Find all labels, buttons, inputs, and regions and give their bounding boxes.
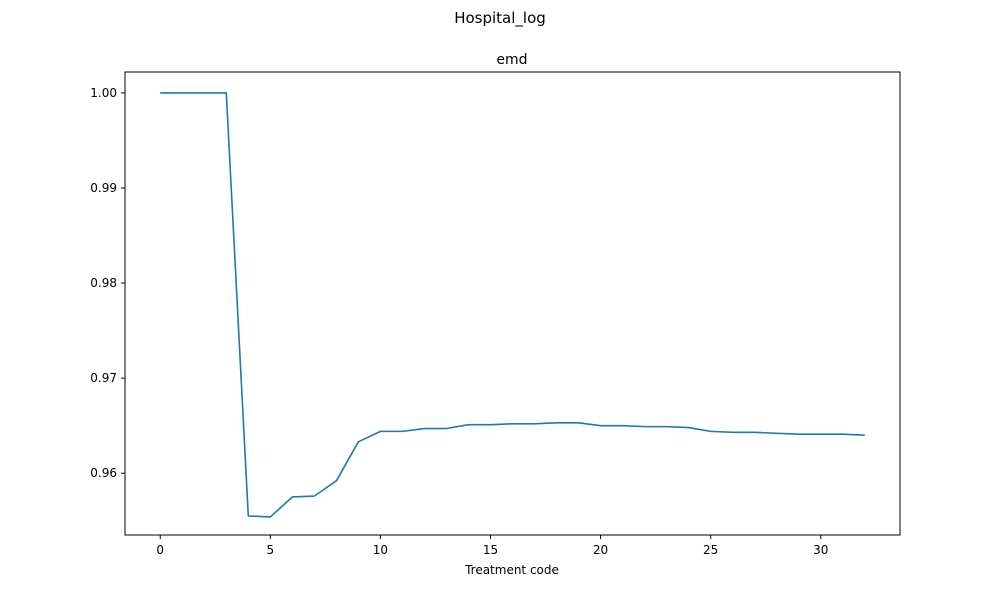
x-tick-label: 30 (813, 543, 828, 557)
x-tick-label: 20 (593, 543, 608, 557)
series-layer (160, 92, 865, 518)
x-tick-label: 0 (156, 543, 164, 557)
y-tick-label: 0.98 (90, 276, 117, 290)
series-line-0 (160, 92, 865, 518)
y-tick-label: 0.97 (90, 371, 117, 385)
x-axis-label: Treatment code (464, 563, 559, 577)
x-tick-label: 15 (483, 543, 498, 557)
x-tick-label: 5 (266, 543, 274, 557)
y-tick-label: 0.99 (90, 181, 117, 195)
y-tick-label: 1.00 (90, 86, 117, 100)
x-tick-label: 10 (373, 543, 388, 557)
y-axis-ticks: 0.96 0.97 0.98 0.99 1.00 (90, 86, 125, 480)
y-tick-label: 0.96 (90, 466, 117, 480)
x-tick-label: 25 (703, 543, 718, 557)
chart-title: emd (496, 52, 527, 68)
plot-area-frame (124, 71, 901, 536)
x-axis-ticks: 0 5 10 15 20 25 30 (156, 535, 828, 557)
figure-suptitle: Hospital_log (454, 9, 546, 28)
